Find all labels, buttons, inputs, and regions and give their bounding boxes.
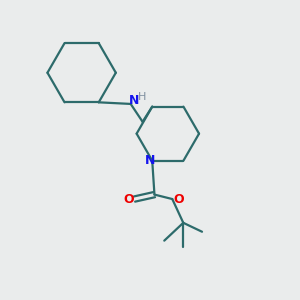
Text: N: N [129,94,140,107]
Text: N: N [145,154,155,167]
Text: H: H [138,92,146,102]
Text: O: O [123,194,134,206]
Text: O: O [173,194,184,206]
